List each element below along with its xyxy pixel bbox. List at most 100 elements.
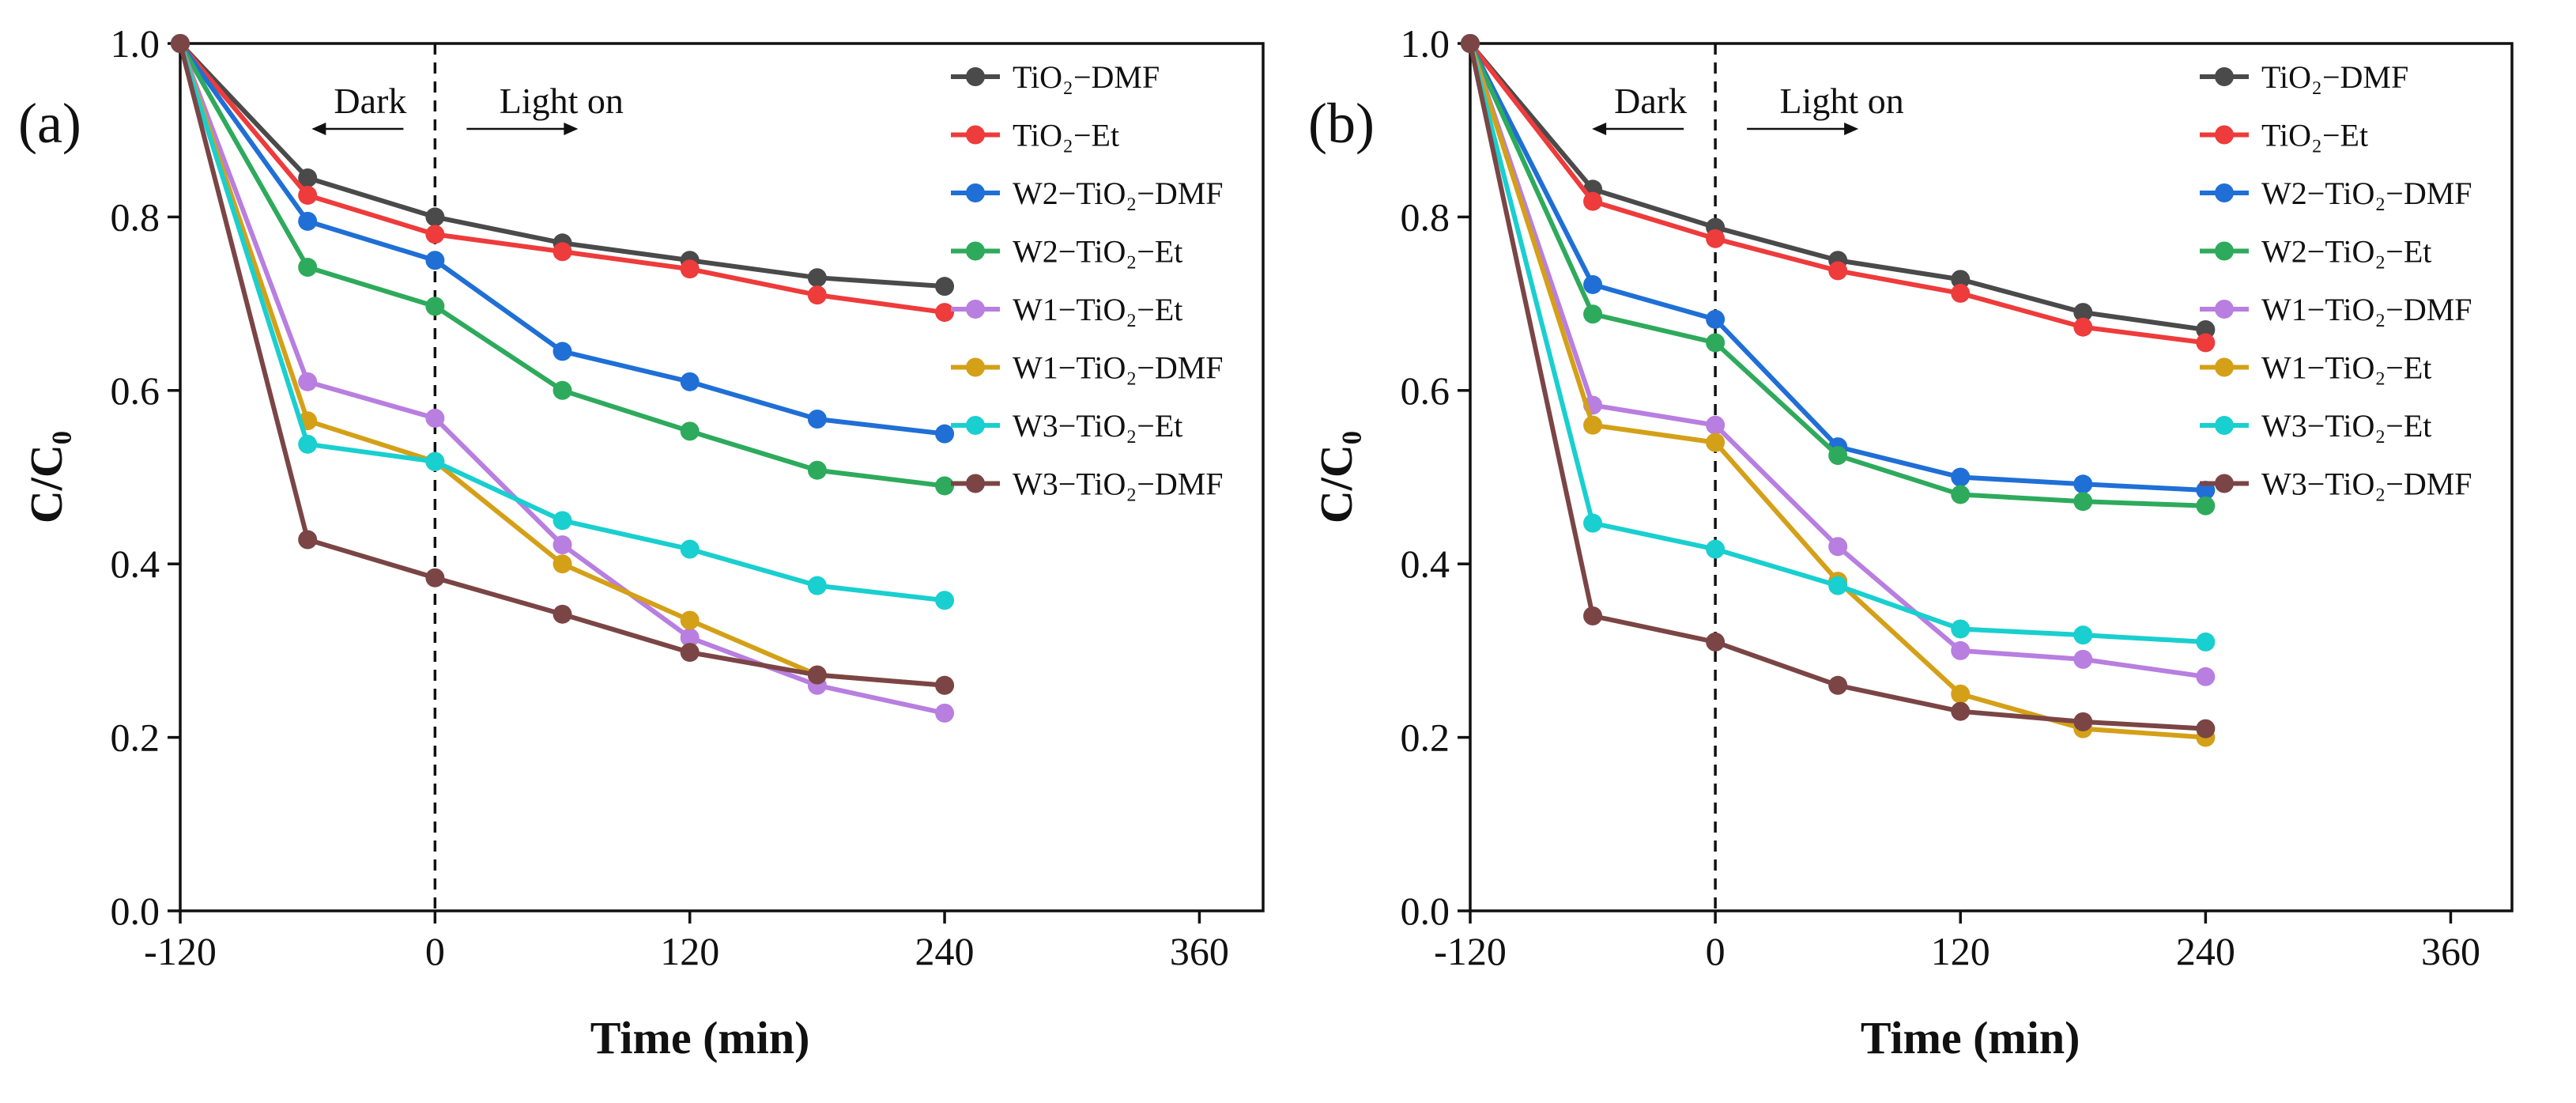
data-point	[1951, 467, 1971, 487]
legend-item: W3−TiO₂−DMF	[951, 467, 1224, 502]
legend-label: W2−TiO₂−Et	[1013, 234, 1182, 270]
y-tick-label: 0.8	[111, 195, 160, 239]
data-point	[553, 342, 572, 361]
data-point	[807, 268, 827, 288]
legend-item: W2−TiO₂−DMF	[2200, 176, 2472, 211]
data-point	[680, 259, 700, 279]
legend-label: W2−TiO₂−DMF	[1013, 176, 1224, 211]
y-tick-label: 0.4	[111, 542, 160, 586]
y-tick-label: 0.2	[1401, 716, 1450, 760]
data-point	[298, 530, 318, 550]
data-point	[2073, 492, 2093, 512]
legend-item: TiO₂−DMF	[951, 59, 1160, 95]
data-point	[935, 303, 955, 323]
data-point	[2196, 333, 2216, 353]
series-7	[171, 34, 955, 695]
x-tick-label: 360	[1170, 929, 1229, 973]
legend-item: W2−TiO₂−Et	[951, 234, 1182, 270]
x-tick-label: 0	[425, 929, 445, 973]
legend-label: TiO₂−DMF	[2261, 59, 2408, 95]
data-point	[2073, 712, 2093, 731]
dark-arrow-head	[1592, 123, 1607, 135]
data-point	[1951, 485, 1971, 504]
data-point	[2073, 625, 2093, 645]
legend-marker	[966, 357, 985, 377]
data-point	[680, 643, 700, 663]
data-point	[2073, 474, 2093, 494]
data-point	[1951, 701, 1971, 721]
data-point	[425, 568, 445, 587]
data-point	[807, 665, 827, 685]
data-point	[553, 604, 572, 624]
data-point	[935, 277, 955, 297]
legend-item: W1−TiO₂−Et	[2200, 350, 2431, 386]
data-point	[1461, 34, 1480, 53]
y-tick-label: 0.4	[1401, 542, 1450, 586]
data-point	[2196, 496, 2216, 516]
data-point	[2196, 632, 2216, 652]
legend-marker	[966, 300, 985, 319]
data-point	[1706, 632, 1726, 652]
legend-label: W3−TiO₂−Et	[1013, 408, 1182, 444]
data-point	[553, 380, 572, 400]
data-point	[935, 703, 955, 723]
legend-marker	[2215, 67, 2234, 86]
y-axis-title: C/C₀	[21, 431, 72, 523]
x-tick-label: 240	[915, 929, 975, 973]
data-point	[1706, 229, 1726, 248]
x-tick-label: -120	[1434, 929, 1507, 973]
data-point	[1951, 640, 1971, 660]
y-tick-label: 1.0	[111, 21, 160, 66]
data-point	[1583, 415, 1603, 435]
data-point	[680, 628, 700, 648]
light-on-label: Light on	[1780, 81, 1904, 121]
data-point	[807, 576, 827, 595]
data-point	[935, 476, 955, 496]
legend-marker	[966, 474, 985, 493]
x-tick-label: 0	[1706, 929, 1726, 973]
y-tick-label: 0.2	[111, 716, 160, 760]
data-point	[1706, 433, 1726, 452]
data-point	[1583, 513, 1603, 533]
data-point	[2196, 719, 2216, 738]
y-tick-label: 0.0	[1401, 889, 1450, 933]
data-point	[1828, 576, 1848, 595]
legend-item: W1−TiO₂−DMF	[951, 350, 1224, 386]
plot-frame	[1469, 42, 2514, 912]
series-4	[171, 34, 955, 723]
data-point	[298, 434, 318, 454]
y-tick-label: 1.0	[1401, 21, 1450, 66]
legend-item: TiO₂−Et	[951, 118, 1119, 153]
data-point	[1828, 537, 1848, 557]
data-point	[2073, 317, 2093, 337]
x-tick-label: 120	[660, 929, 719, 973]
legend-item: W1−TiO₂−Et	[951, 292, 1182, 327]
data-point	[425, 297, 445, 316]
data-point	[1706, 539, 1726, 559]
data-point	[298, 258, 318, 278]
legend-label: W1−TiO₂−Et	[1013, 292, 1182, 327]
legend-marker	[2215, 357, 2234, 377]
panel-label: (a)	[18, 92, 81, 155]
data-point	[1706, 333, 1726, 353]
legend-item: TiO₂−DMF	[2200, 59, 2408, 95]
data-point	[1583, 304, 1603, 324]
data-point	[2196, 320, 2216, 340]
data-point	[1951, 270, 1971, 289]
legend-marker	[966, 241, 985, 261]
x-tick-label: 360	[2421, 929, 2480, 973]
legend-marker	[2215, 183, 2234, 202]
x-axis-title: Time (min)	[590, 1012, 810, 1063]
data-point	[1583, 274, 1603, 294]
series-line	[1468, 43, 2206, 740]
light-arrow-head	[1844, 123, 1859, 135]
data-point	[1951, 684, 1971, 704]
legend-label: W1−TiO₂−DMF	[2261, 292, 2472, 327]
legend-marker	[2215, 241, 2234, 261]
legend-item: W3−TiO₂−DMF	[2200, 467, 2472, 502]
data-point	[1951, 283, 1971, 303]
data-point	[425, 451, 445, 471]
legend-marker	[2215, 416, 2234, 435]
x-axis-title: Time (min)	[1861, 1012, 2080, 1063]
